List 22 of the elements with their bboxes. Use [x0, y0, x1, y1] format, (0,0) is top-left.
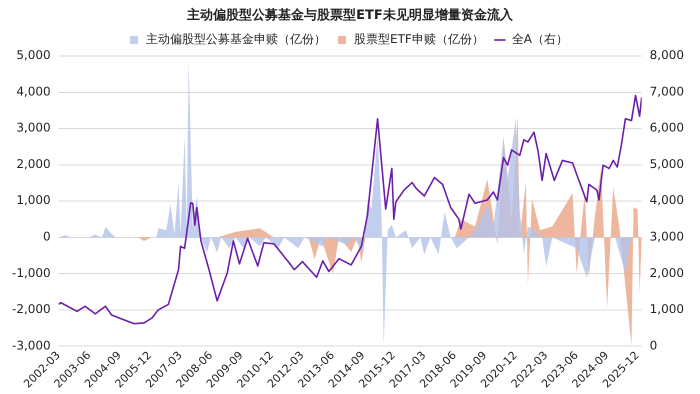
y2-tick-label: 8,000 [650, 48, 684, 62]
y-tick-label: -2,000 [12, 302, 51, 316]
y-tick-label: 5,000 [16, 48, 51, 62]
y-tick-label: 3,000 [16, 120, 51, 135]
y2-tick-label: 1,000 [650, 302, 684, 316]
y2-tick-label: 6,000 [650, 120, 684, 135]
chart-title: 主动偏股型公募基金与股票型ETF未见明显增量资金流入 [186, 6, 514, 24]
y2-tick-label: 0 [650, 338, 658, 352]
y2-tick-label: 2,000 [650, 266, 684, 280]
legend-label: 股票型ETF申赎（亿份） [354, 32, 484, 46]
y-tick-label: 0 [43, 229, 51, 244]
y2-tick-label: 4,000 [650, 193, 684, 208]
y2-tick-label: 5,000 [650, 156, 684, 171]
y-tick-label: 1,000 [16, 193, 51, 208]
y2-tick-label: 7,000 [650, 84, 684, 98]
legend-label: 主动偏股型公募基金申赎（亿份） [146, 32, 326, 46]
y2-tick-label: 3,000 [650, 229, 684, 244]
y-tick-label: 2,000 [16, 156, 51, 171]
legend-label: 全A（右） [512, 32, 568, 46]
y-tick-label: -1,000 [12, 266, 51, 280]
y-tick-label: -3,000 [12, 338, 51, 352]
y-tick-label: 4,000 [16, 84, 51, 98]
